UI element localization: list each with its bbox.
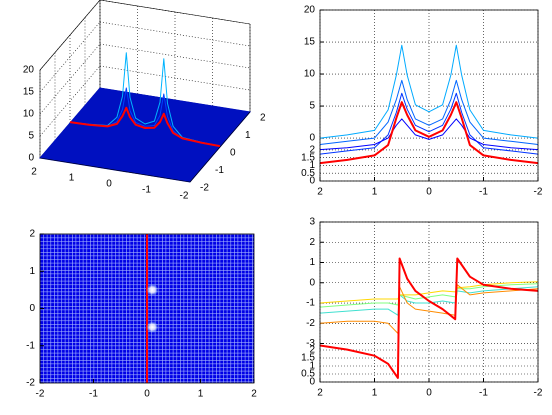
y-tick-label: 1	[29, 266, 35, 277]
y2-tick-label: 1.5	[301, 152, 315, 163]
y-tick-label: 2	[29, 229, 35, 240]
y-tick-label: 1	[245, 130, 251, 141]
grid-line	[39, 65, 101, 137]
y-tick-label: 5	[309, 101, 315, 112]
x-tick-label: -2	[534, 187, 543, 198]
highlight-point	[146, 283, 159, 296]
grid-line	[39, 0, 101, 71]
grid-line	[39, 21, 101, 93]
y2-tick-label: 1	[309, 361, 315, 372]
x-tick-label: 2	[317, 187, 323, 198]
x-tick-label: 2	[317, 388, 323, 399]
y-tick-label: -1	[215, 165, 224, 176]
data-line	[319, 92, 539, 155]
x-tick-label: -2	[180, 191, 189, 202]
z-tick-label: 5	[28, 131, 34, 142]
data-line	[319, 281, 539, 304]
z-tick-label: 0	[28, 153, 34, 164]
y-tick-label: 0	[309, 133, 315, 144]
y-tick-label: -2	[306, 318, 315, 329]
data-line	[319, 118, 539, 151]
axes-edge	[189, 111, 251, 183]
surface-line	[69, 87, 221, 147]
y-tick-label: -3	[306, 338, 315, 349]
y-tick-label: -1	[306, 298, 315, 309]
x-tick-label: -1	[89, 389, 98, 400]
x-tick-label: 0	[144, 389, 150, 400]
x-tick-label: 2	[31, 167, 37, 178]
x-tick-label: 1	[198, 389, 204, 400]
x-tick-label: 0	[426, 388, 432, 399]
y2-tick-label: 1	[309, 160, 315, 171]
y2-tick-label: 0.5	[301, 369, 315, 380]
y-tick-label: 2	[260, 113, 266, 124]
data-line	[319, 286, 539, 316]
x-tick-label: -2	[36, 389, 45, 400]
data-line	[319, 79, 539, 145]
z-tick-label: 10	[23, 109, 35, 120]
y-tick-label: 20	[304, 5, 316, 16]
x-tick-label: 0	[106, 179, 112, 190]
axes-edge	[39, 157, 191, 183]
y2-tick-label: 1.5	[301, 353, 315, 364]
y-tick-label: 2	[309, 237, 315, 248]
highlight-point	[146, 321, 159, 334]
x-tick-label: 1	[372, 388, 378, 399]
y2-tick-label: 2	[309, 145, 315, 156]
y-tick-label: 10	[304, 69, 316, 80]
x-tick-label: -1	[142, 185, 151, 196]
data-line	[319, 284, 539, 334]
axes-box	[319, 9, 539, 182]
y2-tick-label: 0	[309, 176, 315, 187]
data-line	[319, 101, 539, 165]
y-tick-label: 0	[309, 277, 315, 288]
y2-tick-label: 0	[309, 377, 315, 388]
data-line	[319, 283, 539, 308]
x-tick-label: -2	[534, 388, 543, 399]
y2-tick-label: 2	[309, 345, 315, 356]
y2-tick-label: 0.5	[301, 168, 315, 179]
y-tick-label: -2	[200, 183, 209, 194]
x-tick-label: -1	[479, 388, 488, 399]
y-tick-label: -1	[26, 340, 35, 351]
y-tick-label: -2	[26, 378, 35, 389]
x-tick-label: 0	[426, 187, 432, 198]
y-tick-label: 0	[29, 303, 35, 314]
y-tick-label: 15	[304, 37, 316, 48]
axes-box	[39, 233, 255, 384]
data-line	[319, 257, 539, 379]
grid-line	[99, 43, 251, 69]
x-tick-label: -1	[479, 187, 488, 198]
x-tick-label: 1	[69, 173, 75, 184]
grid-line	[39, 43, 101, 115]
surface-line	[69, 52, 221, 147]
x-tick-label: 1	[372, 187, 378, 198]
z-tick-label: 20	[23, 65, 35, 76]
y-tick-label: 0	[230, 148, 236, 159]
axes-box	[319, 221, 539, 383]
y-tick-label: 3	[309, 217, 315, 228]
z-tick-label: 15	[23, 87, 35, 98]
surface-line	[69, 106, 221, 148]
x-tick-label: 2	[251, 389, 257, 400]
data-line	[319, 44, 539, 139]
y-tick-label: 1	[309, 257, 315, 268]
